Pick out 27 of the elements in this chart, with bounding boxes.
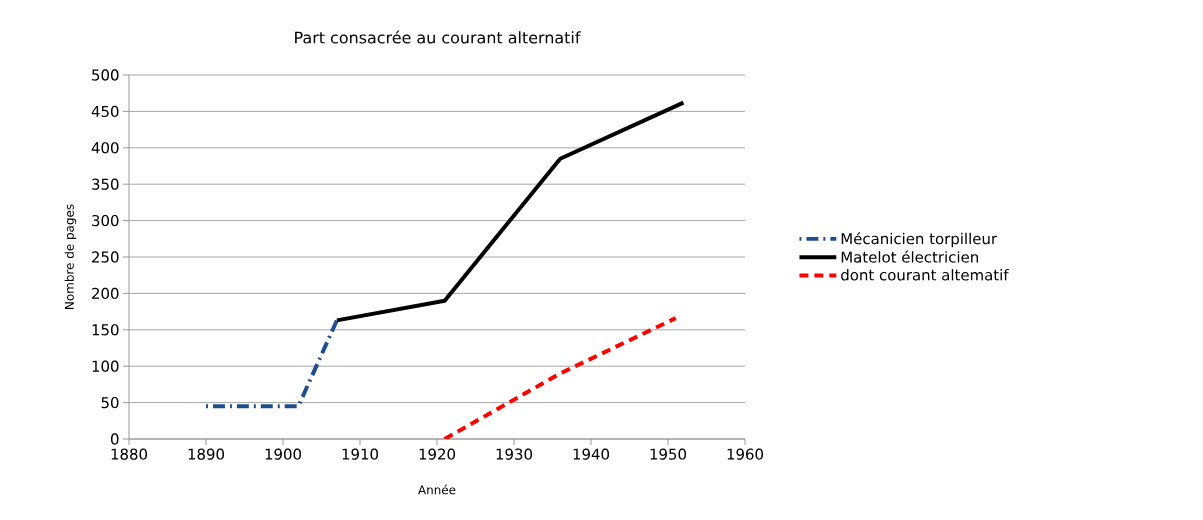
y-tick-label: 0 — [110, 433, 119, 445]
x-axis-title: Année — [418, 484, 456, 495]
legend-label: Matelot électricien — [841, 250, 978, 263]
y-tick-label: 50 — [101, 396, 119, 409]
y-tick-label: 350 — [92, 178, 119, 190]
line-series — [334, 100, 686, 323]
x-tick-label: 1910 — [342, 448, 379, 460]
y-tick-label: 250 — [92, 251, 119, 263]
x-tick-label: 1880 — [111, 448, 148, 460]
y-tick-label: 500 — [92, 69, 119, 81]
y-axis-title: Nombre de pages — [64, 204, 77, 309]
y-tick-label: 100 — [92, 360, 119, 372]
legend-label: dont courant altematif — [841, 269, 1009, 281]
x-tick-label: 1930 — [496, 448, 533, 460]
y-tick-label: 300 — [92, 214, 119, 227]
x-tick-label: 1940 — [573, 448, 610, 460]
y-tick-label: 450 — [91, 105, 119, 118]
x-tick-label: 1960 — [727, 448, 764, 460]
x-tick-label: 1890 — [188, 448, 225, 460]
y-tick-label: 400 — [91, 142, 119, 154]
y-tick-label: 200 — [92, 287, 119, 300]
legend-label: Mécanicien torpilleur — [841, 232, 998, 248]
y-tick-label: 150 — [92, 324, 119, 336]
chart-title: Part consacrée au courant alternatif — [295, 30, 581, 44]
x-tick-label: 1920 — [419, 448, 456, 460]
x-tick-label: 1900 — [265, 448, 302, 460]
x-tick-label: 1950 — [650, 448, 687, 460]
